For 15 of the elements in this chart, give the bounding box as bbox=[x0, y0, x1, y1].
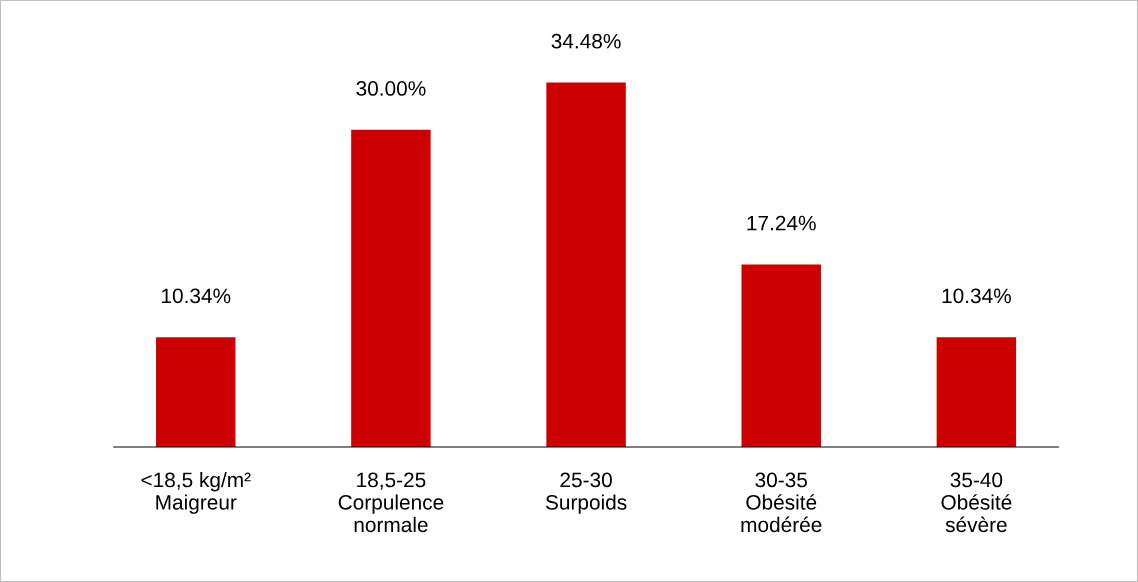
data-label: 30.00% bbox=[356, 81, 426, 96]
data-label: 10.34% bbox=[162, 288, 231, 304]
bar bbox=[546, 82, 626, 447]
x-tick-label: <18,5 kg/m² Maigreur bbox=[141, 471, 251, 514]
x-tick-label: 30-35 Obésité modérée bbox=[741, 472, 822, 533]
x-tick-label: 25-30 Surpoids bbox=[545, 472, 627, 514]
x-tick-label: 18,5-25 Corpulence normale bbox=[338, 472, 444, 533]
data-label: 10.34% bbox=[942, 288, 1011, 304]
data-label: 17.24% bbox=[747, 215, 816, 231]
bar bbox=[741, 264, 821, 447]
bar bbox=[351, 129, 431, 447]
bar bbox=[936, 337, 1017, 447]
x-tick-label: 35-40 Obésité sévère bbox=[941, 472, 1012, 533]
data-label: 34.48% bbox=[551, 33, 621, 49]
bar bbox=[156, 337, 236, 447]
